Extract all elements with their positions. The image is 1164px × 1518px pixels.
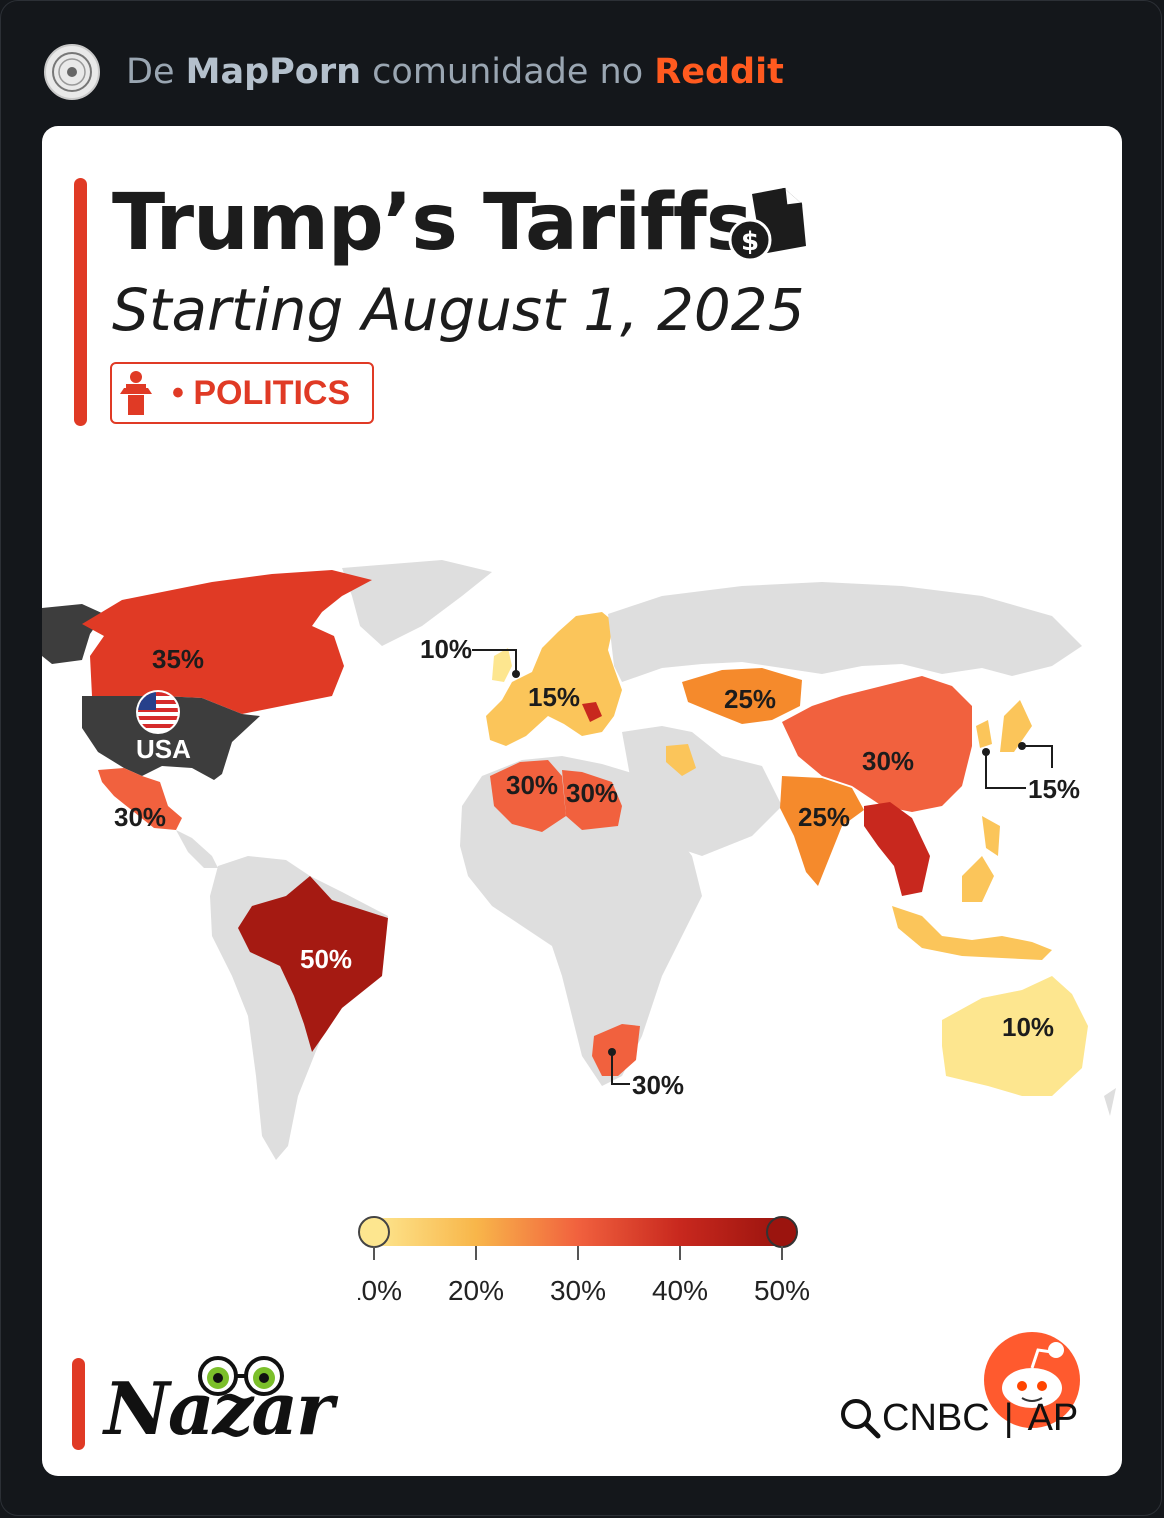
south-africa bbox=[592, 1024, 640, 1076]
legend-gradient bbox=[374, 1218, 782, 1246]
libya bbox=[562, 770, 622, 830]
new-zealand bbox=[1104, 1088, 1116, 1116]
central-america bbox=[176, 830, 218, 868]
usa bbox=[82, 696, 260, 780]
uk bbox=[492, 648, 512, 682]
legend-tick-label: 40% bbox=[652, 1275, 708, 1306]
label-japan-korea: 15% bbox=[1028, 774, 1080, 804]
legend-max-cap bbox=[766, 1216, 798, 1248]
japan-callout-line bbox=[1022, 745, 1053, 768]
korea-callout-line bbox=[985, 754, 1026, 789]
category-label: • POLITICS bbox=[172, 373, 351, 412]
source-cnbc: CNBC bbox=[882, 1396, 990, 1439]
label-australia: 10% bbox=[1002, 1012, 1054, 1042]
southeast-asia bbox=[864, 802, 930, 896]
korea-callout-dot bbox=[982, 748, 990, 756]
money-document-icon: $ bbox=[722, 184, 808, 269]
indonesia-philippines bbox=[892, 816, 1052, 960]
label-china: 30% bbox=[862, 746, 914, 776]
algeria bbox=[490, 760, 566, 832]
legend-tick-label: 20% bbox=[448, 1275, 504, 1306]
world-map: 35% USA 30% 50% 10% 15% 30% 30% 30% 25% bbox=[42, 560, 1116, 1160]
mexico bbox=[98, 768, 182, 830]
label-canada: 35% bbox=[152, 644, 204, 674]
subreddit-avatar-icon[interactable] bbox=[44, 44, 100, 100]
iraq bbox=[666, 744, 696, 776]
page-subtitle: Starting August 1, 2025 bbox=[112, 276, 805, 344]
color-legend: 10% 20% 30% 40% 50% bbox=[358, 1216, 810, 1306]
legend-tick-label: 50% bbox=[754, 1275, 810, 1306]
label-kazakhstan: 25% bbox=[724, 684, 776, 714]
label-mexico: 30% bbox=[114, 802, 166, 832]
podium-icon bbox=[120, 371, 152, 415]
legend-tick-label: 10% bbox=[358, 1275, 402, 1306]
label-algeria: 30% bbox=[506, 770, 558, 800]
source-bar[interactable]: De MapPorn comunidade no Reddit bbox=[44, 44, 784, 100]
alaska bbox=[42, 604, 104, 664]
japan bbox=[1000, 700, 1032, 752]
sources-line: CNBC | AP bbox=[838, 1396, 1078, 1440]
legend-tick-label: 30% bbox=[550, 1275, 606, 1306]
india bbox=[780, 776, 864, 886]
label-libya: 30% bbox=[566, 778, 618, 808]
platform-name[interactable]: Reddit bbox=[654, 52, 784, 92]
us-flag-icon bbox=[136, 690, 180, 734]
china bbox=[782, 676, 972, 812]
subreddit-name[interactable]: MapPorn bbox=[185, 52, 362, 92]
brand-eyes-icon bbox=[198, 1356, 284, 1396]
russia bbox=[608, 582, 1082, 682]
brand-accent-bar bbox=[72, 1358, 85, 1450]
legend-min-cap bbox=[358, 1216, 390, 1248]
page-title: Trump’s Tariffs bbox=[112, 178, 752, 268]
category-tag[interactable]: • POLITICS bbox=[110, 362, 374, 424]
label-south-africa: 30% bbox=[632, 1070, 684, 1100]
africa bbox=[460, 756, 702, 1086]
brand-logo: Nazar bbox=[104, 1366, 334, 1451]
source-ap: AP bbox=[1027, 1396, 1079, 1439]
brazil bbox=[238, 876, 388, 1052]
source-text: De MapPorn comunidade no Reddit bbox=[126, 52, 784, 92]
post-card: Trump’s Tariffs $ Starting August 1, 202… bbox=[42, 126, 1122, 1476]
australia bbox=[942, 976, 1088, 1096]
svg-text:$: $ bbox=[741, 227, 759, 257]
serbia bbox=[582, 702, 602, 722]
snoo-icon[interactable] bbox=[982, 1330, 1086, 1430]
label-uk: 10% bbox=[420, 634, 472, 664]
label-brazil: 50% bbox=[300, 944, 352, 974]
search-icon bbox=[841, 1399, 881, 1439]
korea bbox=[976, 720, 992, 748]
kazakhstan bbox=[682, 668, 802, 724]
label-india: 25% bbox=[798, 802, 850, 832]
label-eu: 15% bbox=[528, 682, 580, 712]
label-usa: USA bbox=[136, 734, 191, 764]
eu bbox=[486, 612, 622, 746]
source-middle: comunidade no bbox=[372, 52, 644, 92]
sa-callout-dot bbox=[608, 1048, 616, 1056]
uk-callout-line bbox=[472, 649, 517, 672]
source-separator: | bbox=[1003, 1396, 1014, 1439]
canada bbox=[82, 570, 372, 714]
title-accent-bar bbox=[74, 178, 87, 426]
sa-callout-line bbox=[611, 1054, 630, 1085]
uk-callout-dot bbox=[512, 670, 520, 678]
source-prefix: De bbox=[126, 52, 175, 92]
greenland bbox=[342, 560, 492, 646]
